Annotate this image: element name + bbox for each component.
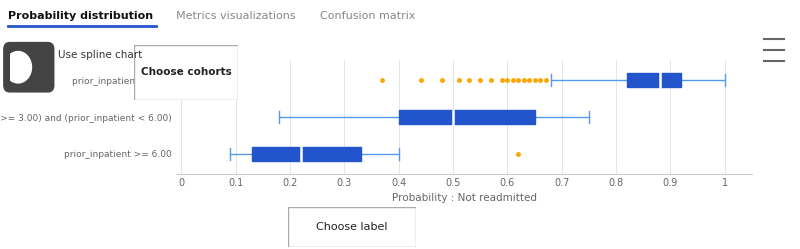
Text: Confusion matrix: Confusion matrix <box>320 11 415 21</box>
FancyBboxPatch shape <box>134 45 238 100</box>
Text: Choose cohorts: Choose cohorts <box>141 67 232 77</box>
Circle shape <box>5 52 31 83</box>
Bar <box>252 147 361 161</box>
Text: Choose label: Choose label <box>316 222 388 232</box>
FancyBboxPatch shape <box>4 43 54 92</box>
Text: Probability distribution: Probability distribution <box>8 11 153 21</box>
Text: Metrics visualizations: Metrics visualizations <box>176 11 296 21</box>
Text: Use spline chart: Use spline chart <box>58 50 142 60</box>
Bar <box>398 110 534 124</box>
FancyBboxPatch shape <box>288 207 416 247</box>
Bar <box>627 73 682 87</box>
X-axis label: Probability : Not readmitted: Probability : Not readmitted <box>391 193 537 203</box>
